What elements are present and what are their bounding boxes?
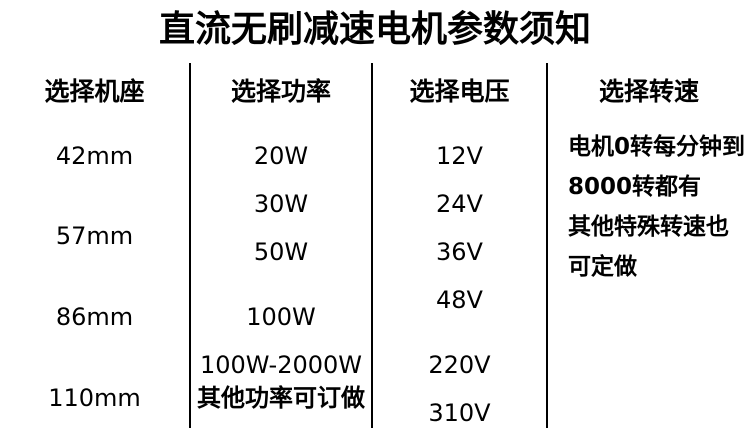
cell-frame-size-3: 86mm [55,303,134,331]
column-divider-1 [189,63,191,428]
cell-frame-size-4: 110mm [48,384,141,412]
cell-voltage-1: 12V [436,142,483,170]
column-divider-3 [546,63,548,428]
cell-power-1: 20W [253,142,309,170]
column-header-power: 选择功率 [230,77,331,106]
column-divider-2 [371,63,373,428]
page-title: 直流无刷减速电机参数须知 [158,9,591,50]
cell-speed-4: 可定做 [568,254,637,280]
column-header-speed: 选择转速 [598,77,699,106]
cell-speed-2: 8000转都有 [568,174,702,200]
cell-power-2: 30W [253,190,309,218]
cell-frame-size-1: 42mm [55,142,134,170]
cell-speed-1: 电机0转每分钟到 [568,134,746,160]
cell-speed-3: 其他特殊转速也 [568,214,729,240]
column-header-voltage: 选择电压 [409,77,510,106]
cell-voltage-3: 36V [436,238,483,266]
cell-voltage-5: 220V [428,351,491,379]
cell-power-6: 其他功率可订做 [197,384,365,412]
cell-power-4: 100W [246,303,316,331]
cell-voltage-2: 24V [436,190,483,218]
cell-power-5: 100W-2000W [199,351,363,379]
cell-frame-size-2: 57mm [55,222,134,250]
cell-voltage-4: 48V [436,286,483,314]
cell-power-3: 50W [253,238,309,266]
cell-voltage-6: 310V [428,399,491,427]
column-header-frame-size: 选择机座 [44,77,145,106]
